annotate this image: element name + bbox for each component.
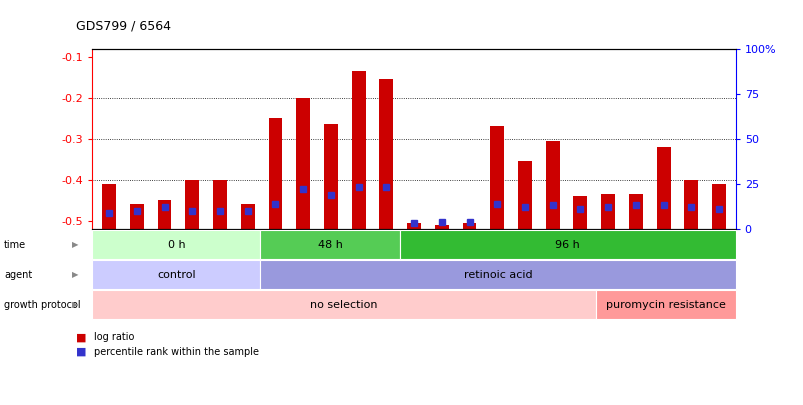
Text: GDS799 / 6564: GDS799 / 6564 xyxy=(76,19,171,32)
Bar xyxy=(656,147,670,229)
Text: ■: ■ xyxy=(76,333,87,342)
Bar xyxy=(240,204,255,229)
Text: ▶: ▶ xyxy=(71,240,78,249)
Bar xyxy=(545,141,559,229)
Bar xyxy=(683,180,697,229)
Bar xyxy=(379,79,393,229)
Bar xyxy=(462,223,476,229)
Text: time: time xyxy=(4,240,26,249)
Text: ▶: ▶ xyxy=(71,270,78,279)
Text: 96 h: 96 h xyxy=(555,240,580,249)
Bar xyxy=(434,225,448,229)
Bar xyxy=(601,194,614,229)
Bar xyxy=(490,126,503,229)
Text: no selection: no selection xyxy=(310,300,377,309)
Bar xyxy=(573,196,587,229)
Bar xyxy=(185,180,199,229)
Text: ▶: ▶ xyxy=(71,300,78,309)
Bar xyxy=(157,200,171,229)
Bar xyxy=(711,184,725,229)
Bar xyxy=(296,98,310,229)
Bar xyxy=(102,184,116,229)
Bar xyxy=(628,194,642,229)
Bar xyxy=(213,180,226,229)
Text: log ratio: log ratio xyxy=(94,333,134,342)
Text: growth protocol: growth protocol xyxy=(4,300,80,309)
Bar xyxy=(268,118,282,229)
Text: ■: ■ xyxy=(76,347,87,356)
Text: 0 h: 0 h xyxy=(167,240,185,249)
Bar xyxy=(406,223,421,229)
Text: control: control xyxy=(157,270,195,279)
Bar xyxy=(517,161,532,229)
Bar xyxy=(324,124,337,229)
Bar xyxy=(351,71,365,229)
Text: 48 h: 48 h xyxy=(317,240,342,249)
Text: puromycin resistance: puromycin resistance xyxy=(605,300,725,309)
Bar xyxy=(130,204,144,229)
Text: retinoic acid: retinoic acid xyxy=(463,270,532,279)
Text: percentile rank within the sample: percentile rank within the sample xyxy=(94,347,259,356)
Text: agent: agent xyxy=(4,270,32,279)
